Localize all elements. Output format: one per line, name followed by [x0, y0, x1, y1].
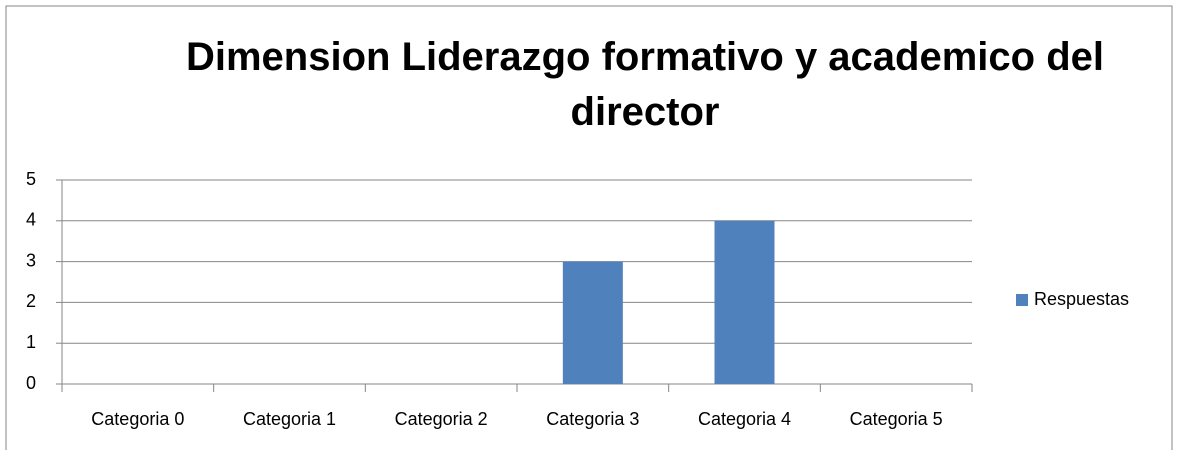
y-tick-label: 2	[26, 291, 36, 311]
bar	[714, 220, 775, 384]
x-tick-label: Categoria 2	[395, 409, 488, 429]
chart-frame	[5, 5, 1173, 450]
y-tick-label: 3	[26, 250, 36, 270]
legend-swatch	[1016, 294, 1028, 306]
bar	[562, 261, 623, 384]
x-tick-label: Categoria 5	[850, 409, 943, 429]
y-tick-label: 4	[26, 210, 36, 230]
x-tick-label: Categoria 4	[698, 409, 791, 429]
chart-title: Dimension Liderazgo formativo y academic…	[185, 35, 1104, 134]
y-tick-label: 5	[26, 169, 36, 189]
x-tick-label: Categoria 1	[243, 409, 336, 429]
legend-label: Respuestas	[1034, 289, 1129, 309]
y-tick-label: 1	[26, 332, 36, 352]
y-tick-label: 0	[26, 373, 36, 393]
x-tick-label: Categoria 0	[91, 409, 184, 429]
x-tick-label: Categoria 3	[546, 409, 639, 429]
